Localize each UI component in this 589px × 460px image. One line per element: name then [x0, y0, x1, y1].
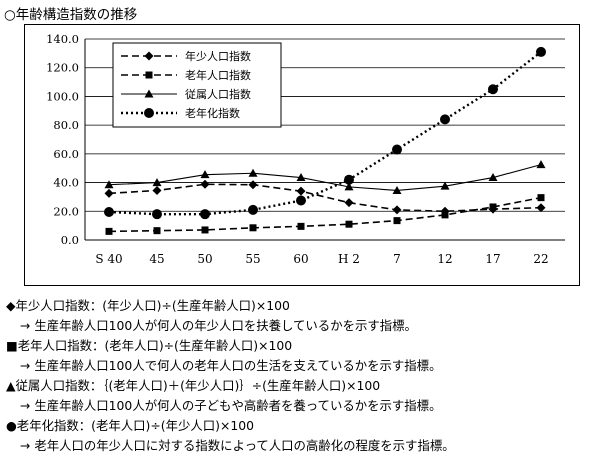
note-description: → 生産年齢人口100人が何人の年少人口を扶養しているかを示す指標。: [20, 318, 417, 333]
series-line-1: [108, 183, 542, 213]
data-point-triangle: [248, 168, 258, 177]
x-tick-label: 17: [485, 252, 500, 266]
legend-label: 年少人口指数: [185, 49, 251, 63]
series-line-2: [108, 196, 542, 233]
note-elderly: ■老年人口指数：(老年人口)÷(生産年齢人口)×100 → 生産年齢人口100人…: [6, 336, 586, 376]
note-definition: ◆年少人口指数：(年少人口)÷(生産年齢人口)×100: [6, 298, 290, 313]
y-tick-label: 20.0: [53, 204, 79, 218]
data-point-triangle: [296, 173, 306, 182]
data-point-square: [489, 203, 497, 211]
data-point-square: [393, 217, 401, 225]
data-point-circle: [344, 174, 354, 185]
x-tick-label: 22: [533, 252, 548, 266]
data-point-diamond: [200, 179, 210, 189]
chart-frame: 0.0 20.0 40.0 60.0 80.0 100.0 120.0 140.0 S 40 45…: [24, 24, 580, 286]
data-point-diamond: [296, 186, 306, 196]
data-point-circle: [536, 46, 546, 57]
x-tick-label: 50: [197, 252, 212, 266]
data-point-triangle: [536, 160, 546, 169]
data-point-diamond: [392, 205, 402, 215]
y-tick-label: 140.0: [46, 32, 79, 46]
data-point-circle: [296, 195, 306, 206]
note-definition: ■老年人口指数：(老年人口)÷(生産年齢人口)×100: [6, 338, 293, 353]
note-definition: ●老年化指数：(老年人口)÷(年少人口)×100: [6, 418, 255, 433]
data-point-diamond: [104, 188, 114, 198]
legend-marker-triangle: [144, 89, 154, 98]
data-point-square: [297, 222, 305, 230]
y-tick-label: 0.0: [61, 233, 79, 247]
y-tick-label: 120.0: [46, 61, 79, 75]
data-point-circle: [440, 114, 450, 125]
x-tick-label: 45: [149, 252, 164, 266]
data-point-square: [249, 224, 257, 232]
legend-box: [112, 42, 282, 128]
data-point-circle: [488, 84, 498, 95]
note-dependency: ▲従属人口指数：｛(老年人口)＋(年少人口)｝÷(生産年齢人口)×100 → 生…: [6, 376, 586, 416]
x-tick-label: 12: [437, 252, 452, 266]
data-point-square: [105, 227, 113, 235]
data-point-circle: [248, 204, 258, 215]
legend-marker-circle: [144, 108, 154, 118]
y-tick-label: 80.0: [53, 118, 79, 132]
note-aging: ●老年化指数：(老年人口)÷(年少人口)×100 → 老年人口の年少人口に対する…: [6, 416, 586, 456]
x-tick-label: 55: [245, 252, 260, 266]
data-point-square: [537, 194, 545, 202]
data-point-triangle: [488, 173, 498, 182]
note-description: → 生産年齢人口100人で何人の老年人口の生活を支えているかを示す指標。: [20, 358, 442, 373]
data-point-square: [441, 211, 449, 219]
y-tick-label: 100.0: [46, 89, 79, 103]
legend-label: 老年化指数: [185, 106, 240, 120]
data-point-diamond: [248, 180, 258, 190]
data-point-diamond: [344, 198, 354, 208]
series-line-3: [108, 164, 542, 192]
data-point-circle: [104, 207, 114, 218]
data-point-triangle: [152, 178, 162, 187]
data-point-circle: [392, 144, 402, 155]
data-point-triangle: [440, 181, 450, 190]
legend-marker-square: [145, 71, 153, 79]
data-point-triangle: [344, 182, 354, 191]
x-tick-label: 60: [293, 252, 308, 266]
note-description: → 生産年齢人口100人が何人の子どもや高齢者を養っているかを示す指標。: [20, 398, 442, 413]
index-definitions: ◆年少人口指数：(年少人口)÷(生産年齢人口)×100 → 生産年齢人口100人…: [6, 296, 586, 456]
legend-label: 従属人口指数: [185, 87, 251, 101]
data-point-diamond: [536, 203, 546, 213]
line-chart: 0.0 20.0 40.0 60.0 80.0 100.0 120.0 140.0 S 40 45…: [46, 32, 565, 266]
data-point-triangle: [392, 185, 402, 194]
note-definition: ▲従属人口指数：｛(老年人口)＋(年少人口)｝÷(生産年齢人口)×100: [6, 378, 381, 393]
data-point-square: [345, 220, 353, 228]
legend-label: 老年人口指数: [185, 68, 251, 82]
legend-marker-diamond: [144, 51, 154, 61]
y-tick-label: 40.0: [53, 176, 79, 190]
y-tick-label: 60.0: [53, 147, 79, 161]
data-point-square: [153, 227, 161, 235]
x-tick-label: S 40: [95, 252, 122, 266]
data-point-square: [201, 226, 209, 234]
page-title: ○年齢構造指数の推移: [4, 7, 138, 23]
x-tick-label: H 2: [338, 252, 360, 266]
data-point-triangle: [200, 170, 210, 179]
note-juvenile: ◆年少人口指数：(年少人口)÷(生産年齢人口)×100 → 生産年齢人口100人…: [6, 296, 586, 336]
data-point-diamond: [152, 185, 162, 195]
x-tick-label: 7: [393, 252, 401, 266]
data-point-circle: [152, 209, 162, 220]
note-description: → 老年人口の年少人口に対する指数によって人口の高齢化の程度を示す指標。: [20, 438, 455, 453]
data-point-triangle: [104, 180, 114, 189]
data-point-circle: [200, 209, 210, 220]
